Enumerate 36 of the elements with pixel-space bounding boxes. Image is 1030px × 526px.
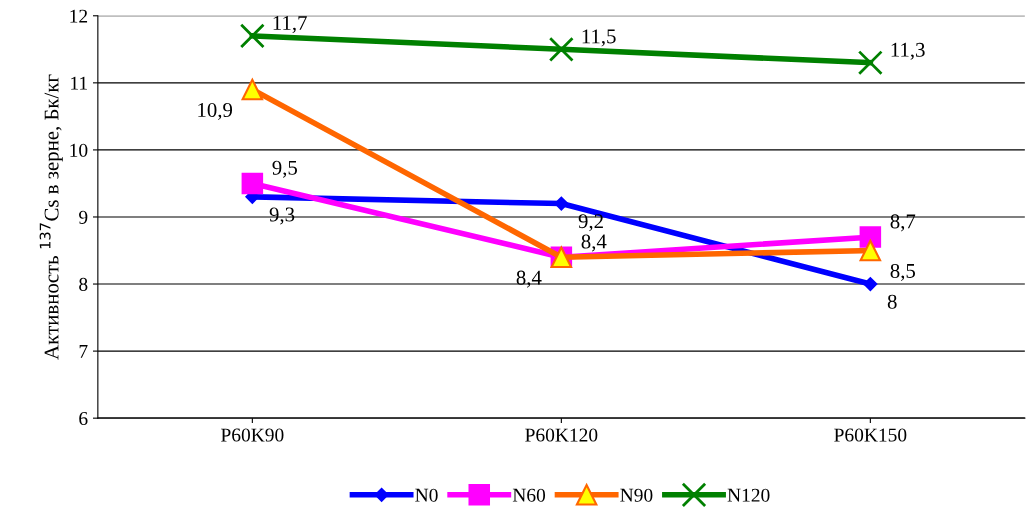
data-label: 8,4 xyxy=(581,234,607,252)
data-label: 8,5 xyxy=(890,263,916,281)
data-label: 11,7 xyxy=(273,16,307,33)
legend-label: N120 xyxy=(727,488,770,502)
data-label: 11,3 xyxy=(891,42,925,60)
legend-label: N60 xyxy=(512,488,546,502)
y-tick-label: 11 xyxy=(71,76,87,90)
data-label: 10,9 xyxy=(198,102,233,120)
y-tick-label: 8 xyxy=(79,277,88,291)
data-label: 9,3 xyxy=(269,207,295,225)
point xyxy=(241,172,264,195)
point xyxy=(241,78,264,101)
point xyxy=(859,226,882,248)
x-tick-label: P60K90 xyxy=(221,428,284,442)
point xyxy=(239,23,265,49)
point xyxy=(859,239,882,262)
point xyxy=(554,196,569,211)
y-tick-label: 12 xyxy=(70,9,88,23)
data-label: 8,4 xyxy=(516,270,542,288)
legend-label: N0 xyxy=(415,488,438,502)
data-label: 8,7 xyxy=(890,214,916,232)
y-tick-label: 9 xyxy=(79,210,88,224)
x-tick-label: P60K120 xyxy=(525,428,598,442)
point xyxy=(857,50,883,76)
legend-label: N90 xyxy=(620,488,653,502)
point xyxy=(863,277,878,291)
data-label: 8 xyxy=(887,294,897,309)
point xyxy=(548,36,574,62)
y-tick-label: 7 xyxy=(79,345,88,358)
y-tick-label: 6 xyxy=(79,412,88,426)
y-axis-title: Активность $^{137}$Cs в зерне, Бк/кг xyxy=(39,74,63,360)
data-label: 11,5 xyxy=(582,29,616,47)
x-tick-label: P60K150 xyxy=(834,428,907,442)
data-label: 9,5 xyxy=(272,160,298,178)
data-label: 9,2 xyxy=(578,214,603,232)
y-tick-label: 10 xyxy=(70,143,88,157)
